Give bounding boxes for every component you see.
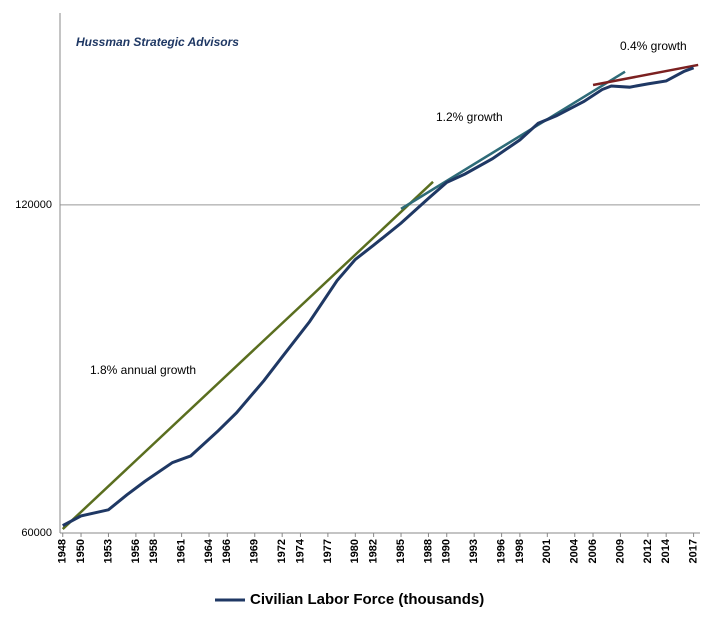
series-line [62, 66, 695, 527]
annotation: 1.2% growth [436, 110, 503, 124]
x-tick-label: 1966 [221, 539, 233, 563]
y-tick-label: 60000 [21, 527, 52, 539]
y-tick-label: 120000 [15, 199, 52, 211]
trend-line [61, 180, 434, 530]
x-tick-label: 1980 [349, 539, 361, 563]
x-tick-label: 2017 [688, 539, 700, 563]
x-tick-label: 1993 [468, 539, 480, 563]
x-tick-label: 1956 [130, 539, 142, 563]
x-tick-label: 2006 [587, 539, 599, 563]
x-tick-label: 1950 [75, 539, 87, 563]
annotation: 1.8% annual growth [90, 363, 196, 377]
x-tick-label: 1977 [322, 539, 334, 563]
x-tick-label: 1964 [203, 538, 215, 563]
x-tick-label: 2014 [660, 538, 672, 563]
x-tick-label: 2012 [642, 539, 654, 563]
x-tick-label: 1998 [514, 539, 526, 563]
trend-line [592, 63, 699, 87]
x-tick-label: 2001 [541, 539, 553, 563]
x-tick-label: 1996 [496, 539, 508, 563]
x-tick-label: 1972 [276, 539, 288, 563]
x-tick-label: 1948 [57, 539, 69, 563]
trend-line [400, 70, 626, 210]
x-tick-label: 1961 [176, 539, 188, 563]
x-tick-label: 1988 [422, 539, 434, 563]
x-tick-label: 1953 [102, 539, 114, 563]
annotation: 0.4% growth [620, 39, 687, 53]
watermark: Hussman Strategic Advisors [76, 35, 239, 49]
x-tick-label: 1990 [441, 539, 453, 563]
legend-label: Civilian Labor Force (thousands) [250, 591, 484, 608]
x-tick-label: 1974 [294, 538, 306, 563]
x-tick-label: 1969 [249, 539, 261, 563]
x-tick-label: 1982 [368, 539, 380, 563]
x-tick-label: 1958 [148, 539, 160, 563]
x-tick-label: 1985 [395, 539, 407, 563]
x-tick-label: 2004 [569, 538, 581, 563]
x-tick-label: 2009 [614, 539, 626, 563]
